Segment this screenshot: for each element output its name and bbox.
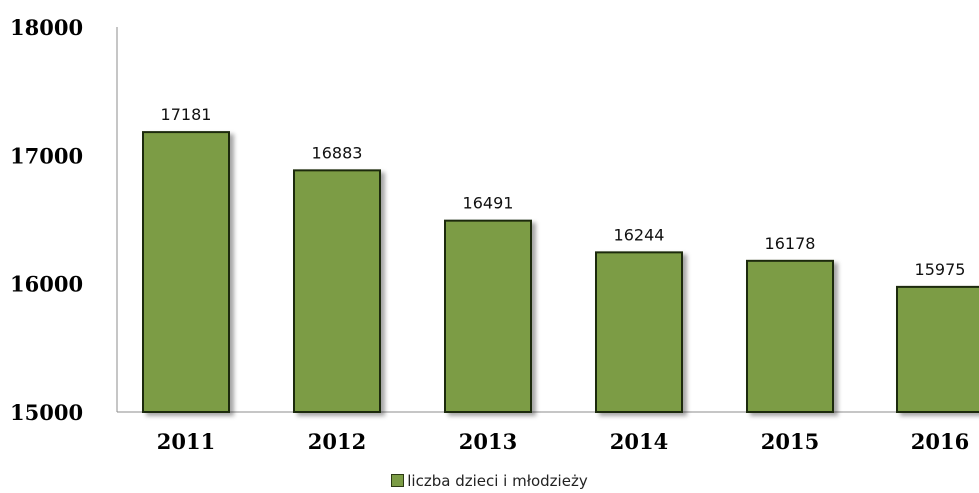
y-tick-label: 18000 xyxy=(10,15,83,40)
x-tick-label: 2013 xyxy=(459,429,517,454)
x-tick-label: 2014 xyxy=(610,429,668,454)
data-label: 16178 xyxy=(765,234,816,253)
bar xyxy=(293,169,381,413)
legend: liczba dzieci i młodzieży xyxy=(0,472,979,490)
bar xyxy=(142,131,230,413)
bar xyxy=(595,251,683,413)
y-tick-label: 16000 xyxy=(10,272,83,297)
data-label: 17181 xyxy=(161,105,212,124)
data-label: 16244 xyxy=(614,225,665,244)
data-label: 16491 xyxy=(463,194,514,213)
y-tick-label: 17000 xyxy=(10,143,83,168)
x-tick-label: 2015 xyxy=(761,429,819,454)
bar xyxy=(746,259,834,413)
x-tick-label: 2016 xyxy=(911,429,969,454)
legend-swatch xyxy=(391,474,405,487)
legend-label: liczba dzieci i młodzieży xyxy=(407,472,588,490)
x-tick-label: 2011 xyxy=(157,429,215,454)
bar xyxy=(444,219,532,413)
data-label: 15975 xyxy=(915,260,966,279)
data-label: 16883 xyxy=(312,143,363,162)
y-tick-label: 15000 xyxy=(10,400,83,425)
bar xyxy=(896,285,979,413)
x-tick-label: 2012 xyxy=(308,429,366,454)
